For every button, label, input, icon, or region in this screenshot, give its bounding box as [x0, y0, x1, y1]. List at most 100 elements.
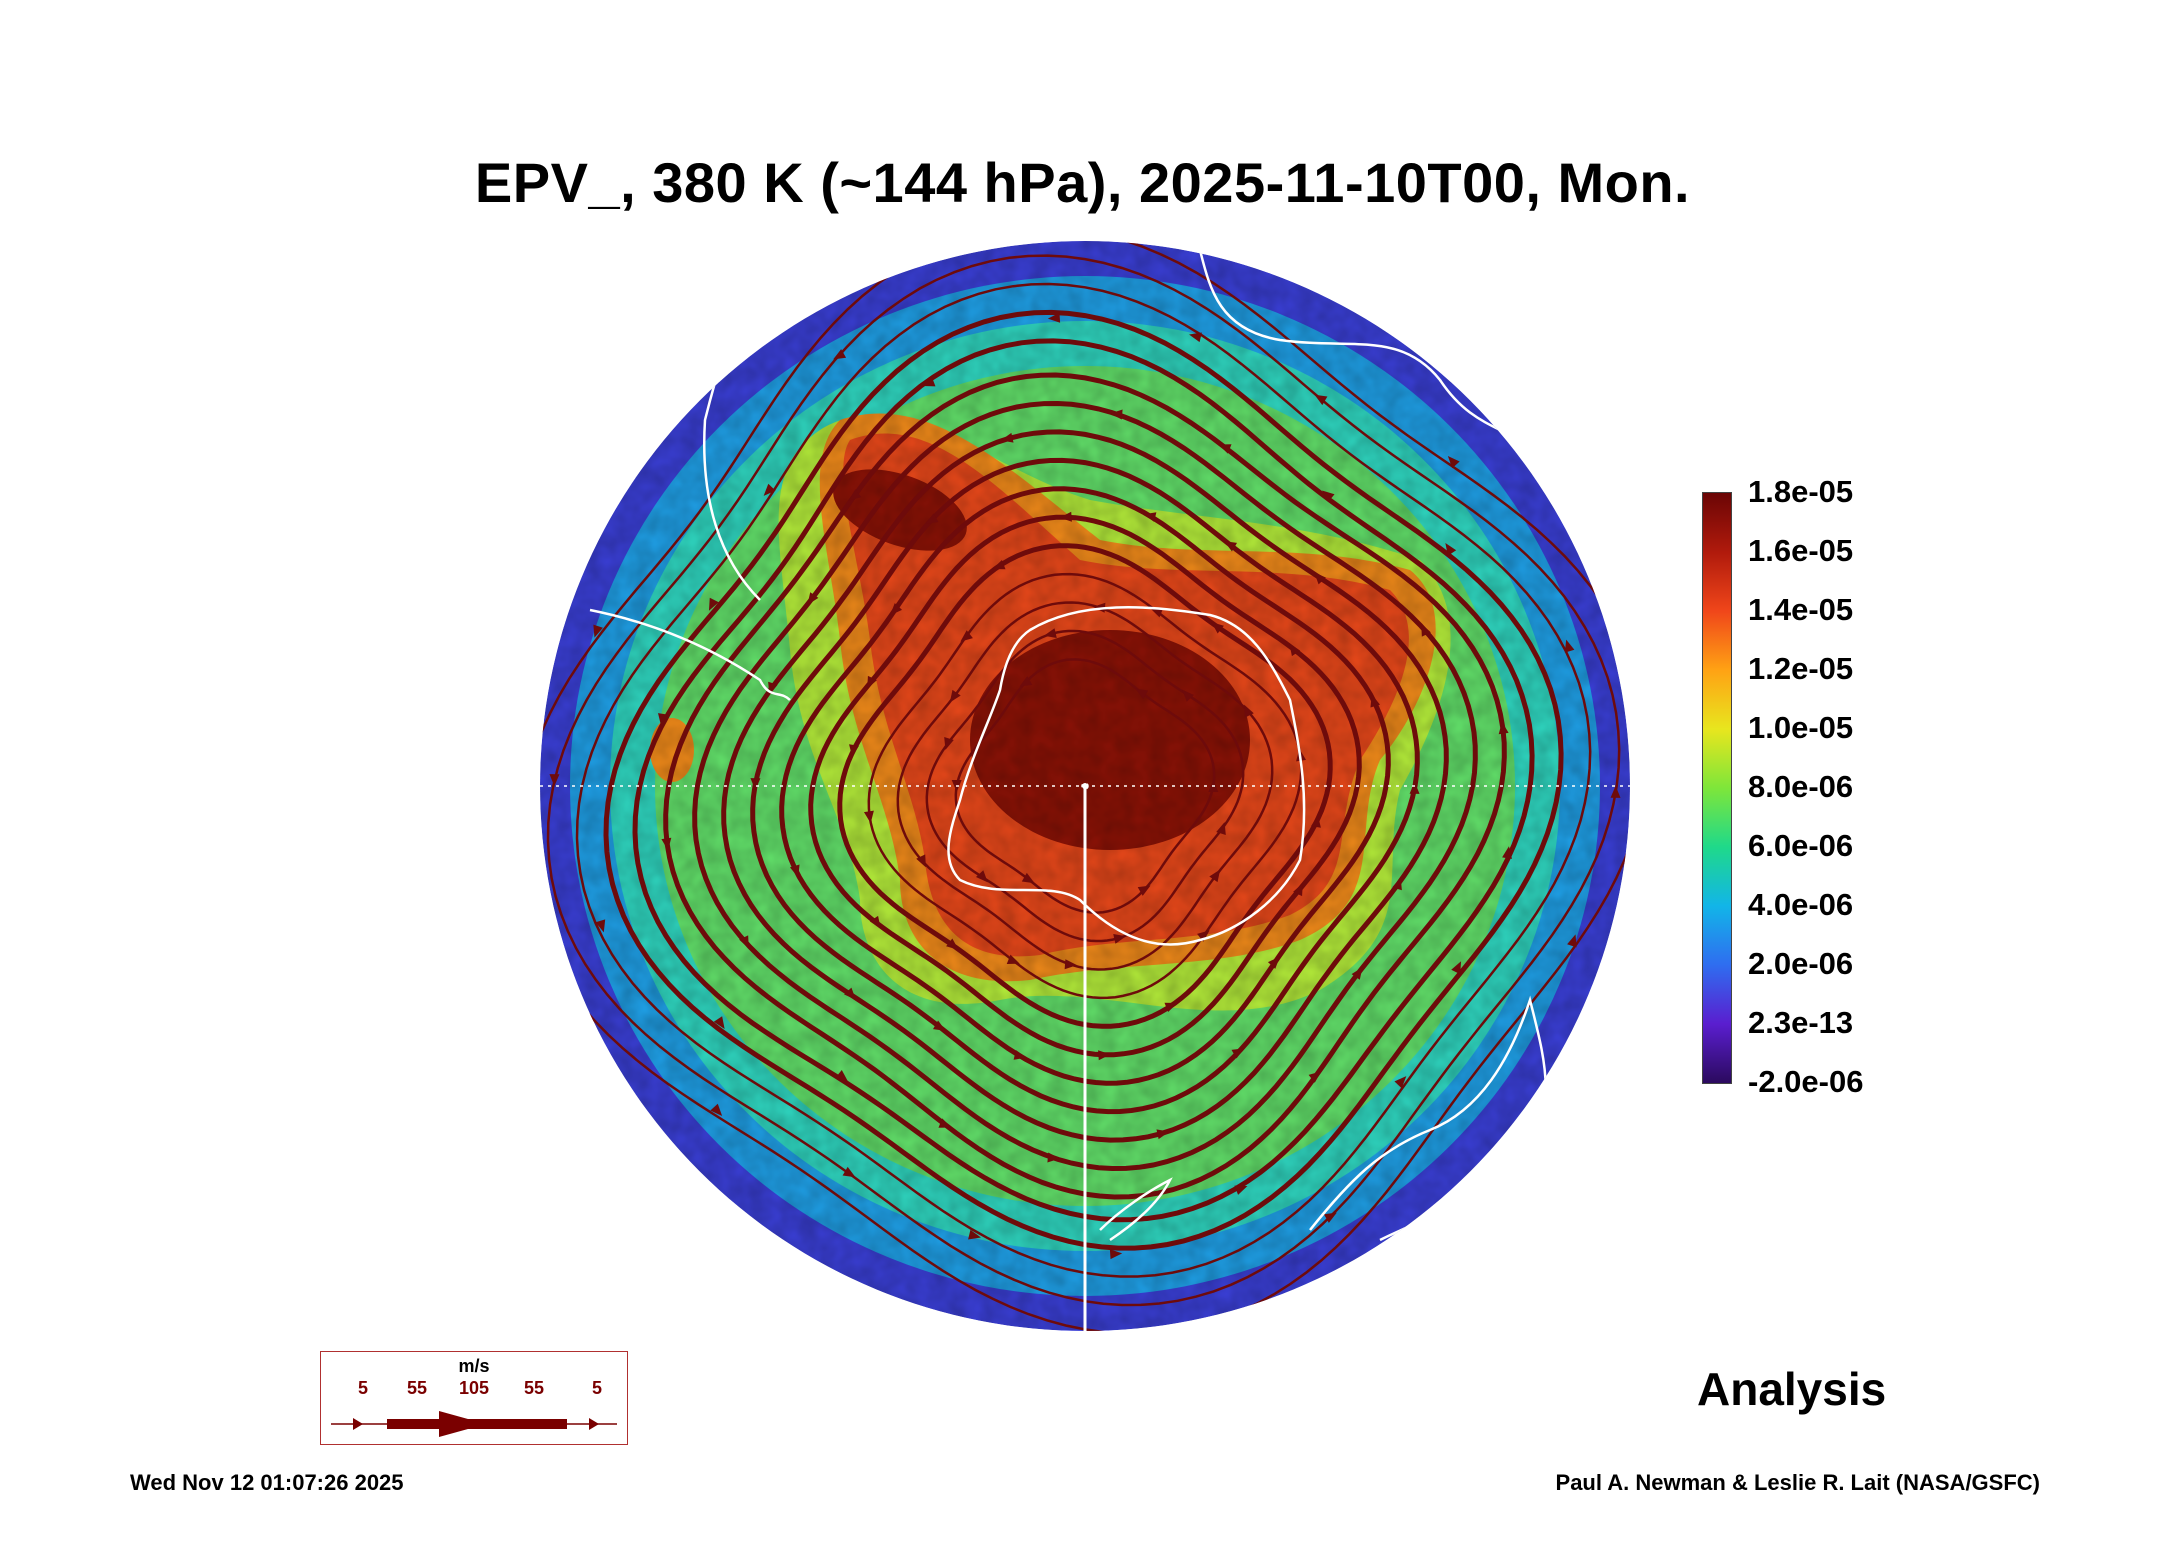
- streamline-arrow: [925, 513, 939, 524]
- colorbar-tick-label: 1.8e-05: [1748, 474, 1854, 509]
- streamline-arrow: [975, 870, 988, 883]
- streamline-arrow: [848, 489, 862, 501]
- streamline-arrow: [1445, 543, 1457, 556]
- streamline-arrow: [1392, 877, 1402, 891]
- graticule: [540, 782, 1630, 1331]
- wind-key-speed-1: 5: [357, 1378, 369, 1398]
- africa-coast: [1198, 249, 1501, 432]
- streamline-arrow: [1109, 1249, 1123, 1260]
- streamline-arrow: [1234, 1185, 1248, 1195]
- streamline-arrow: [922, 377, 936, 387]
- streamline: [925, 629, 1245, 943]
- streamline-arrow: [1447, 455, 1460, 469]
- streamline: [779, 486, 1391, 1086]
- streamline-arrow: [1006, 954, 1020, 964]
- epv-field: [540, 241, 1630, 1331]
- streamline-arrow: [842, 1166, 856, 1178]
- streamline-arrow: [1013, 1050, 1027, 1060]
- colorbar-gradient: [1703, 493, 1731, 1083]
- streamline-arrow: [593, 624, 603, 638]
- streamline-arrow: [1182, 689, 1195, 702]
- credit: Paul A. Newman & Leslie R. Lait (NASA/GS…: [1555, 1470, 2040, 1495]
- streamline-arrow: [1043, 628, 1057, 638]
- streamline-arrow: [658, 713, 668, 726]
- streamline-arrow: [1451, 961, 1462, 975]
- analysis-label: Analysis: [1697, 1363, 1887, 1415]
- streamline-arrow: [739, 935, 749, 949]
- streamline: [540, 241, 1630, 1331]
- streamline-arrow: [863, 810, 874, 824]
- streamline: [896, 601, 1274, 971]
- streamline-arrow: [1231, 1048, 1245, 1059]
- streamline-arrow: [944, 736, 954, 750]
- streamline-arrow: [1189, 332, 1202, 343]
- wind-key-speed-2: 55: [406, 1378, 428, 1398]
- colorbar-tick-label: 1.6e-05: [1748, 533, 1854, 568]
- streamline-arrow: [1211, 622, 1224, 634]
- streamline-arrow: [1047, 312, 1061, 323]
- streamline-arrow: [916, 854, 926, 868]
- streamline-arrow: [1150, 608, 1164, 618]
- streamline-arrow: [992, 559, 1006, 570]
- streamline-arrow: [789, 864, 800, 878]
- streamline-arrow: [710, 1103, 723, 1117]
- wind-key-unit: m/s: [458, 1356, 490, 1376]
- streamline-arrow: [1059, 511, 1072, 522]
- streamline-arrow: [1137, 885, 1151, 896]
- streamline-arrow: [1244, 704, 1254, 718]
- streamline-arrow: [867, 675, 877, 689]
- streamline-arrow: [549, 774, 560, 787]
- streamline-arrow: [1314, 394, 1328, 406]
- streamline-arrow: [1293, 883, 1303, 897]
- colorbar-tick-label: 8.0e-06: [1748, 769, 1854, 804]
- streamline-arrow: [890, 603, 903, 616]
- streamline-arrow: [1113, 934, 1127, 944]
- streamline-arrow: [1323, 1212, 1337, 1223]
- streamline-arrow: [1370, 694, 1381, 708]
- streamline-arrow: [938, 1118, 952, 1128]
- timestamp: Wed Nov 12 01:07:26 2025: [130, 1470, 404, 1495]
- streamline-arrow: [960, 630, 973, 642]
- streamline-arrow: [1502, 846, 1512, 859]
- streamline-arrow: [1567, 934, 1577, 948]
- streamline-arrow: [1135, 688, 1149, 700]
- streamline-arrow: [1019, 676, 1033, 687]
- colorbar-tick-label: 1.2e-05: [1748, 651, 1854, 686]
- streamline-arrow: [1409, 781, 1420, 794]
- colorbar-tick-label: 2.3e-13: [1748, 1005, 1854, 1040]
- streamline: [546, 254, 1621, 1307]
- streamline-arrow: [1000, 432, 1014, 443]
- streamline-arrow: [1021, 872, 1035, 884]
- streamline-arrow: [1197, 930, 1210, 942]
- colorbar-tick-label: 4.0e-06: [1748, 887, 1854, 922]
- streamline-arrow: [849, 744, 859, 757]
- streamline-arrow: [1289, 643, 1301, 657]
- streamline: [603, 309, 1564, 1251]
- streamline-arrow: [1110, 409, 1123, 420]
- streamline-arrow: [968, 1229, 981, 1240]
- streamline: [837, 543, 1333, 1029]
- streamline-arrow: [1143, 512, 1157, 522]
- streamline-arrow: [807, 592, 819, 605]
- colorbar-tick-label: 1.4e-05: [1748, 592, 1854, 627]
- streamline-arrow: [713, 1016, 725, 1029]
- streamline-arrow: [1047, 1152, 1060, 1163]
- streamline-arrow: [1498, 721, 1509, 735]
- streamline-arrow: [1209, 869, 1221, 883]
- streamline-arrow: [1311, 815, 1321, 828]
- colorbar-tick-label: 2.0e-06: [1748, 946, 1854, 981]
- streamline-arrow: [1218, 444, 1232, 454]
- streamline-arrow: [763, 483, 776, 496]
- wind-speed-key: m/s 5 55 105 55 5: [320, 1351, 628, 1445]
- colorbar-tick-label: -2.0e-06: [1748, 1064, 1864, 1099]
- streamline-arrow: [708, 597, 719, 611]
- streamline-arrow: [595, 919, 606, 933]
- streamline-arrow: [1224, 541, 1238, 552]
- colorbar-tick-label: 1.0e-05: [1748, 710, 1854, 745]
- streamline-arrow: [869, 915, 881, 929]
- streamline-arrow: [949, 689, 961, 703]
- streamline-arrow: [946, 938, 959, 950]
- wind-key-arrow: [331, 1411, 617, 1437]
- colorbar-tick-label: 6.0e-06: [1748, 828, 1854, 863]
- streamline-arrow: [1610, 785, 1621, 798]
